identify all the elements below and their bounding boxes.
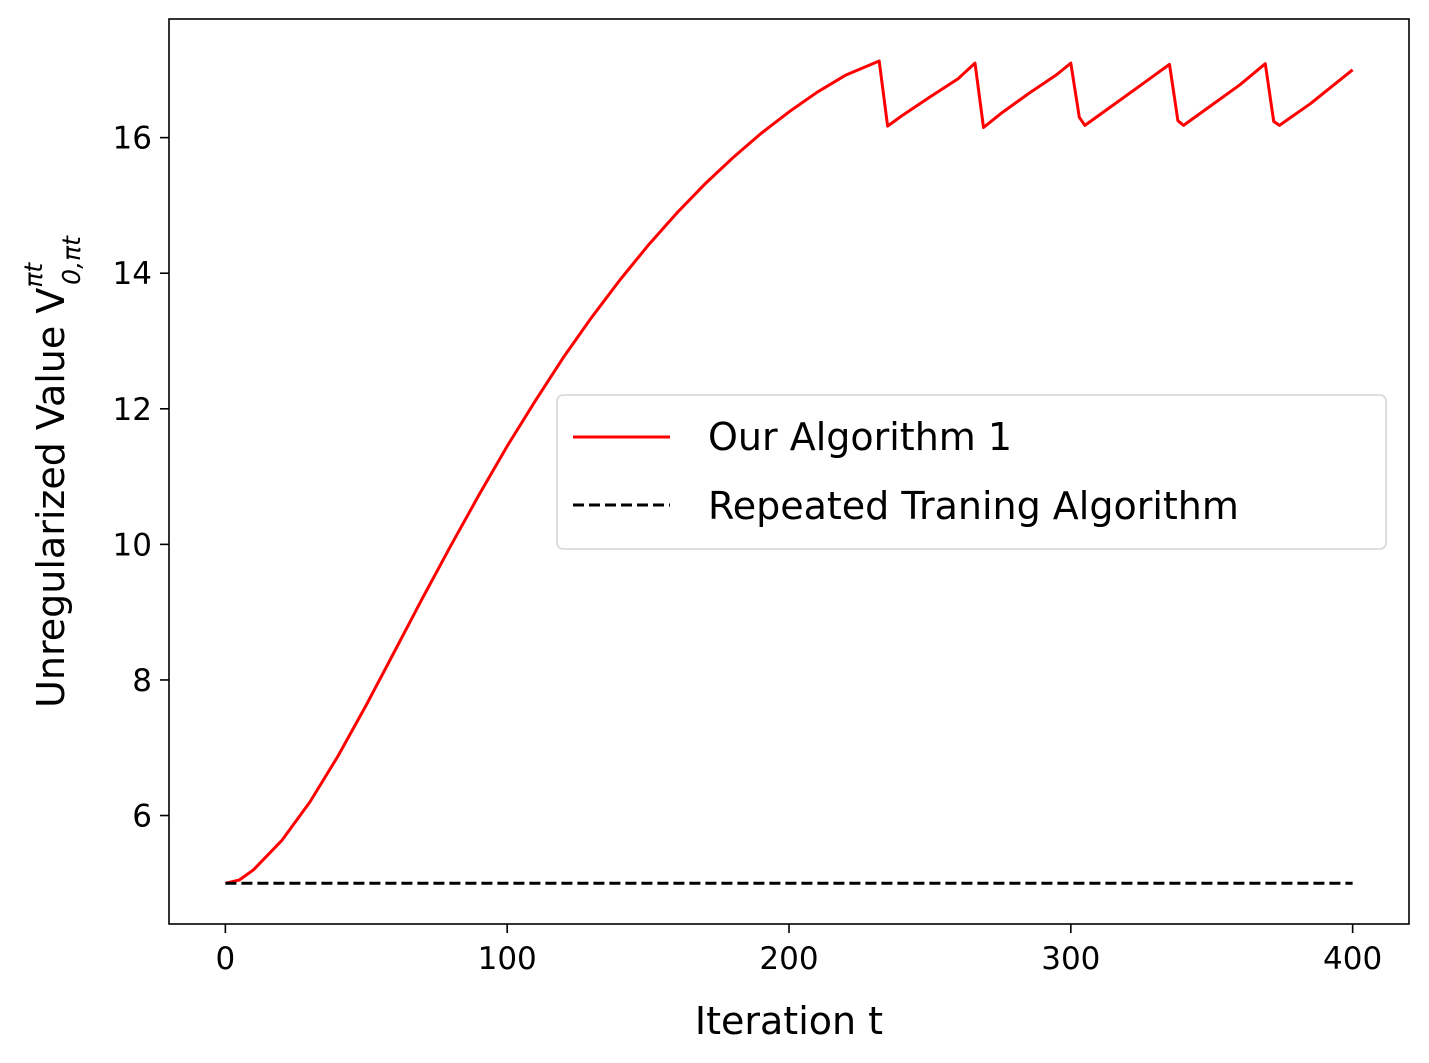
legend-box bbox=[556, 394, 1387, 550]
legend-label-our-algorithm: Our Algorithm 1 bbox=[708, 415, 1012, 459]
y-tick-label: 12 bbox=[113, 392, 152, 428]
x-tick-label: 300 bbox=[1041, 941, 1100, 977]
y-tick-label: 10 bbox=[113, 527, 152, 563]
x-tick-label: 100 bbox=[478, 941, 537, 977]
y-tick-label: 14 bbox=[113, 256, 152, 292]
y-axis-title: Unregularized Value V bbox=[29, 288, 73, 708]
y-axis-title-subscript: 0,πt bbox=[57, 235, 86, 285]
y-axis-title-superscript: πt bbox=[19, 262, 48, 288]
x-tick-label: 200 bbox=[759, 941, 818, 977]
y-tick-label: 16 bbox=[113, 121, 152, 157]
x-tick-label: 400 bbox=[1323, 941, 1382, 977]
legend-label-repeated-training: Repeated Traning Algorithm bbox=[708, 484, 1239, 528]
ticks-layer: 0 100 200 300 400 6 8 10 12 14 16 bbox=[113, 121, 1383, 977]
y-tick-label: 8 bbox=[132, 663, 152, 699]
legend: Our Algorithm 1 Repeated Traning Algorit… bbox=[556, 394, 1387, 550]
x-tick-label: 0 bbox=[215, 941, 235, 977]
series-line-our-algorithm bbox=[225, 59, 1354, 885]
series-layer bbox=[225, 59, 1354, 885]
y-axis-title-group: Unregularized Value Vπt 0,πt bbox=[19, 235, 86, 708]
y-tick-label: 6 bbox=[132, 799, 152, 835]
x-axis-title: Iteration t bbox=[695, 999, 883, 1043]
